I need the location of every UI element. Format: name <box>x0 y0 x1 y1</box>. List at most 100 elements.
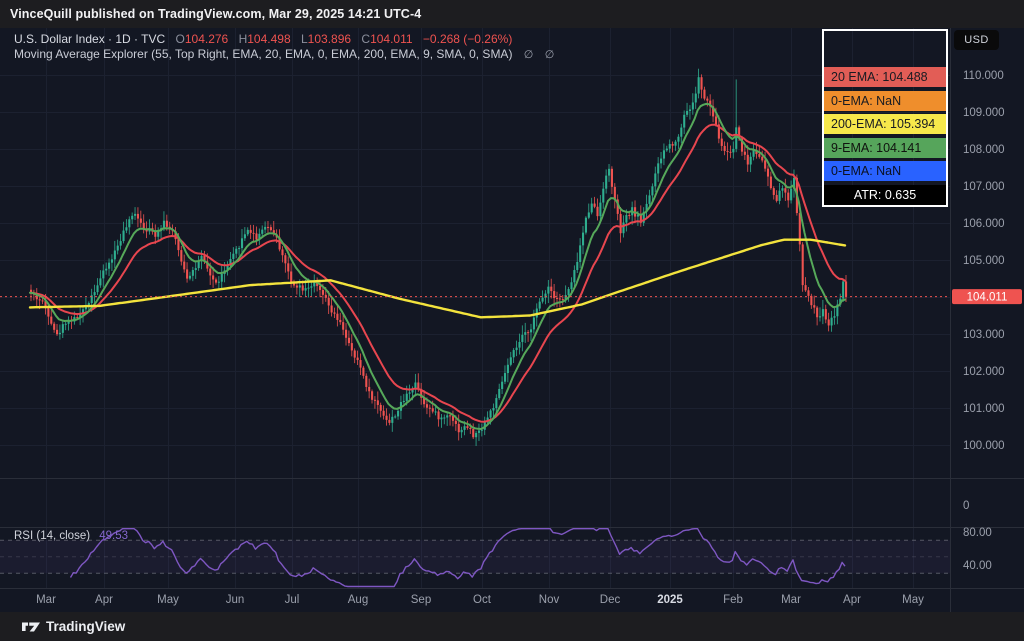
candle-body <box>290 271 293 282</box>
grid-layer <box>0 28 950 588</box>
time-tick-label: May <box>157 594 179 606</box>
time-tick-label: Dec <box>600 594 621 606</box>
rsi-title: RSI (14, close) <box>14 530 91 542</box>
candle-body <box>619 213 622 234</box>
candle-body <box>186 269 189 279</box>
candle-body <box>804 285 807 291</box>
symbol-title: U.S. Dollar Index · 1D · TVC <box>14 32 166 46</box>
candle-body <box>394 416 397 418</box>
price-tick-label: 105.000 <box>963 255 1005 267</box>
footer-bar: TradingView <box>0 612 1024 641</box>
candle-body <box>84 306 88 310</box>
candle-body <box>287 263 290 272</box>
candle-body <box>691 102 694 110</box>
candle-body <box>836 304 839 317</box>
currency-unit-button[interactable]: USD <box>954 30 999 50</box>
candle-body <box>437 411 440 420</box>
time-tick-label: Apr <box>843 594 861 606</box>
candle-body <box>58 332 62 335</box>
candle-body <box>680 127 683 137</box>
candle-body <box>821 309 824 317</box>
candle-body <box>714 116 718 125</box>
candle-body <box>371 391 374 400</box>
candle-body <box>787 192 790 201</box>
time-tick-label: 2025 <box>657 594 683 606</box>
candle-body <box>628 215 631 217</box>
candle-body <box>639 214 642 223</box>
candle-body <box>336 313 339 320</box>
price-tick-label: 100.000 <box>963 440 1005 452</box>
candle-body <box>674 141 677 146</box>
candle-body <box>555 298 559 300</box>
candle-body <box>489 410 492 418</box>
current-price-tag-text: 104.011 <box>967 292 1008 304</box>
candle-body <box>402 400 405 403</box>
candle-body <box>766 168 770 177</box>
candle-body <box>162 220 166 229</box>
candle-body <box>527 332 530 334</box>
time-scale[interactable]: Mar Apr May Jun Jul Aug Sep Oct Nov Dec 2025 Feb Mar… <box>36 594 924 606</box>
candle-body <box>50 316 53 324</box>
candle-body <box>388 419 391 423</box>
tradingview-brand[interactable]: TradingView <box>22 619 125 634</box>
time-tick-label: Nov <box>539 594 560 606</box>
candle-body <box>544 293 547 298</box>
candle-body <box>521 334 524 342</box>
candle-body <box>688 109 692 111</box>
candle-body <box>457 423 460 433</box>
candle-body <box>480 429 483 431</box>
time-tick-label: Feb <box>723 594 743 606</box>
candle-body <box>333 312 336 314</box>
candle-body <box>379 404 382 411</box>
candle-body <box>295 285 298 288</box>
candle-body <box>677 136 680 142</box>
empty-set-icon: ∅ <box>544 49 555 61</box>
price-tick-label: 101.000 <box>963 403 1005 415</box>
candle-body <box>93 292 96 296</box>
candle-body <box>102 270 105 279</box>
candle-body <box>174 231 177 240</box>
middle-pane-zero-label: 0 <box>963 500 969 512</box>
indicator-legend-row[interactable]: Moving Average Explorer (55, Top Right, … <box>14 47 555 63</box>
candle-body <box>463 426 466 430</box>
rsi-value: 49.53 <box>99 530 129 542</box>
candle-body <box>845 281 848 297</box>
candle-body <box>529 329 533 333</box>
candle-body <box>657 163 660 174</box>
price-tick-label: 110.000 <box>963 70 1004 82</box>
rsi-legend[interactable]: RSI (14, close) 49.53 <box>14 530 128 542</box>
candle-body <box>697 77 700 94</box>
pane-separators[interactable] <box>0 28 1024 612</box>
candle-body <box>382 410 385 416</box>
candle-body <box>203 255 206 262</box>
price-scale[interactable]: 100.000 101.000 102.000 103.000 105.000 106.0… <box>952 70 1022 572</box>
time-tick-label: Sep <box>411 594 431 606</box>
candle-body <box>376 400 379 405</box>
publish-header-bar: VinceQuill published on TradingView.com,… <box>0 0 1024 28</box>
candle-body <box>136 213 140 219</box>
candle-body <box>319 285 322 290</box>
time-tick-label: Jul <box>285 594 300 606</box>
tradingview-brand-text: TradingView <box>46 619 126 634</box>
candle-body <box>665 148 668 151</box>
candle-body <box>712 106 715 117</box>
candle-body <box>636 214 640 217</box>
candle-body <box>547 286 550 294</box>
rsi-tick-40: 40.00 <box>963 560 992 572</box>
candle-body <box>405 393 408 401</box>
candle-body <box>61 324 64 333</box>
candle-body <box>246 229 249 235</box>
candle-body <box>408 392 411 394</box>
candle-body <box>353 350 356 358</box>
indicator-title: Moving Average Explorer (55, Top Right, … <box>14 47 513 61</box>
ma-legend-0ema-a: 0-EMA: NaN <box>824 90 946 111</box>
candle-body <box>417 382 420 389</box>
candle-body <box>469 427 472 429</box>
symbol-ohlc-row[interactable]: U.S. Dollar Index · 1D · TVC O104.276 H1… <box>14 32 554 47</box>
rsi-line <box>69 528 846 588</box>
candle-body <box>454 420 457 424</box>
candle-body <box>561 299 564 301</box>
candle-body <box>801 244 804 286</box>
candle-body <box>365 375 368 387</box>
